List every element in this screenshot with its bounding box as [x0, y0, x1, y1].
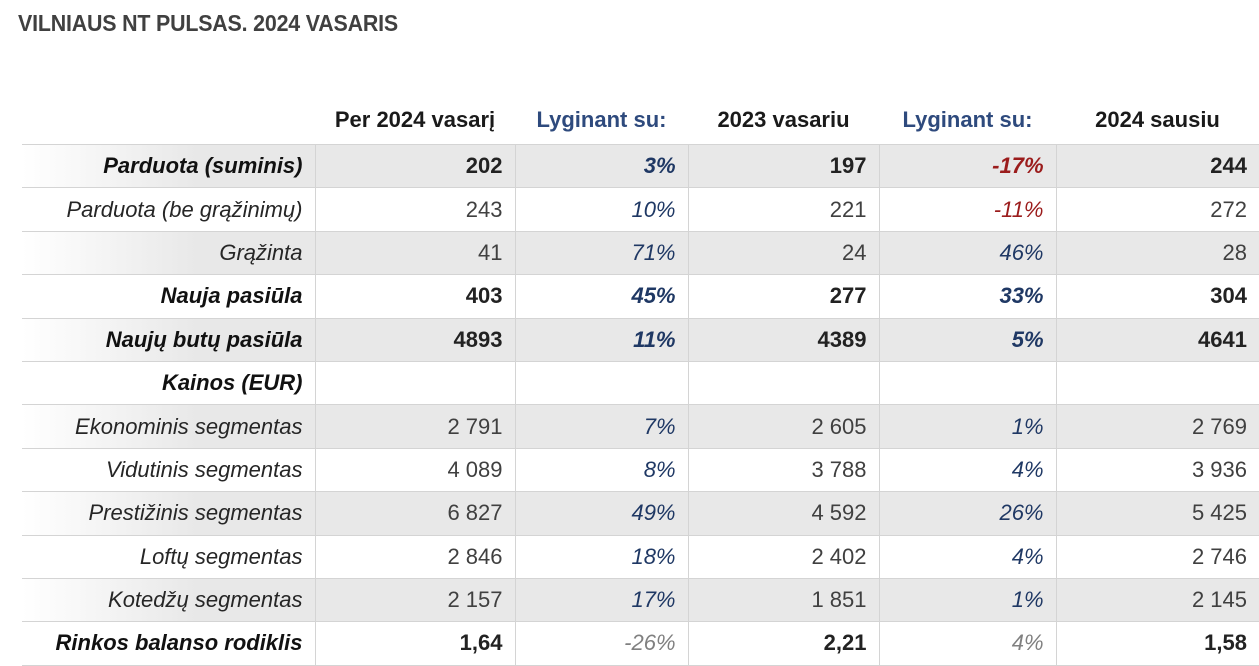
pct-vs-prev-month: 4%: [878, 534, 1056, 579]
value-current: 2 791: [314, 404, 515, 449]
pct-vs-prev-year: 7%: [514, 404, 688, 449]
pct-vs-prev-month: 4%: [878, 447, 1056, 492]
header-prev-month: 2024 sausiu: [1095, 107, 1220, 132]
table-header-row: Per 2024 vasarį Lyginant su: 2023 vasari…: [22, 96, 1259, 145]
section-label: Kainos (EUR): [22, 360, 315, 405]
pct-vs-prev-month: 1%: [878, 404, 1056, 449]
value-current: [314, 360, 515, 405]
pct-vs-prev-year: 18%: [514, 534, 688, 579]
row-label: Parduota (suminis): [22, 143, 315, 188]
value-prev-year: 1 851: [687, 577, 879, 622]
table-row: Loftų segmentas 2 846 18% 2 402 4% 2 746: [22, 534, 1259, 579]
value-prev-month: 272: [1055, 187, 1259, 232]
row-label: Ekonominis segmentas: [22, 404, 315, 449]
report-title: VILNIAUS NT PULSAS. 2024 VASARIS: [18, 10, 398, 36]
value-current: 202: [314, 143, 515, 188]
value-prev-month: 28: [1055, 230, 1259, 275]
value-prev-year: 2 605: [687, 404, 879, 449]
value-current: 4 089: [314, 447, 515, 492]
market-pulse-table: Per 2024 vasarį Lyginant su: 2023 vasari…: [22, 96, 1259, 666]
value-current: 2 846: [314, 534, 515, 579]
value-current: 4893: [314, 317, 515, 362]
table-row: Grąžinta 41 71% 24 46% 28: [22, 230, 1259, 275]
value-prev-month: 2 769: [1055, 404, 1259, 449]
pct-vs-prev-year: 10%: [514, 187, 688, 232]
header-prev-year: 2023 vasariu: [717, 107, 850, 132]
pct-vs-prev-month: [878, 360, 1056, 405]
value-prev-month: 2 145: [1055, 577, 1259, 622]
table-row: Naujų butų pasiūla 4893 11% 4389 5% 4641: [22, 317, 1259, 362]
pct-vs-prev-year: 45%: [514, 274, 688, 319]
value-prev-month: 4641: [1055, 317, 1259, 362]
pct-vs-prev-month: 4%: [878, 621, 1056, 666]
row-label: Loftų segmentas: [22, 534, 315, 579]
value-current: 403: [314, 274, 515, 319]
row-label: Grąžinta: [22, 230, 315, 275]
value-prev-year: 24: [687, 230, 879, 275]
pct-vs-prev-year: -26%: [514, 621, 688, 666]
pct-vs-prev-year: 8%: [514, 447, 688, 492]
row-label: Rinkos balanso rodiklis: [22, 621, 315, 666]
value-prev-month: [1055, 360, 1259, 405]
pct-vs-prev-month: 5%: [878, 317, 1056, 362]
table-row: Prestižinis segmentas 6 827 49% 4 592 26…: [22, 491, 1259, 536]
table-row: Parduota (be grąžinimų) 243 10% 221 -11%…: [22, 187, 1259, 232]
value-prev-month: 2 746: [1055, 534, 1259, 579]
table-row: Ekonominis segmentas 2 791 7% 2 605 1% 2…: [22, 404, 1259, 449]
pct-vs-prev-year: 71%: [514, 230, 688, 275]
row-label: Parduota (be grąžinimų): [22, 187, 315, 232]
row-label: Kotedžų segmentas: [22, 577, 315, 622]
table-row: Kotedžų segmentas 2 157 17% 1 851 1% 2 1…: [22, 577, 1259, 622]
pct-vs-prev-month: -17%: [878, 143, 1056, 188]
value-prev-year: 3 788: [687, 447, 879, 492]
pct-vs-prev-year: [514, 360, 688, 405]
pct-vs-prev-month: -11%: [878, 187, 1056, 232]
value-current: 2 157: [314, 577, 515, 622]
row-label: Naujų butų pasiūla: [22, 317, 315, 362]
value-current: 1,64: [314, 621, 515, 666]
value-prev-month: 1,58: [1055, 621, 1259, 666]
table-row: Vidutinis segmentas 4 089 8% 3 788 4% 3 …: [22, 447, 1259, 492]
pct-vs-prev-month: 46%: [878, 230, 1056, 275]
pct-vs-prev-year: 11%: [514, 317, 688, 362]
value-prev-year: 221: [687, 187, 879, 232]
row-label: Prestižinis segmentas: [22, 491, 315, 536]
value-prev-year: [687, 360, 879, 405]
row-label: Nauja pasiūla: [22, 274, 315, 319]
value-prev-year: 4389: [687, 317, 879, 362]
value-prev-year: 4 592: [687, 491, 879, 536]
value-current: 243: [314, 187, 515, 232]
pct-vs-prev-year: 17%: [514, 577, 688, 622]
value-prev-year: 2,21: [687, 621, 879, 666]
value-prev-year: 197: [687, 143, 879, 188]
pct-vs-prev-year: 3%: [514, 143, 688, 188]
header-current-period: Per 2024 vasarį: [334, 107, 496, 132]
value-prev-year: 2 402: [687, 534, 879, 579]
header-compare-1: Lyginant su:: [536, 107, 667, 132]
header-empty: [22, 96, 315, 145]
pct-vs-prev-month: 33%: [878, 274, 1056, 319]
value-current: 41: [314, 230, 515, 275]
table-row: Parduota (suminis) 202 3% 197 -17% 244: [22, 143, 1259, 188]
pct-vs-prev-year: 49%: [514, 491, 688, 536]
value-prev-month: 304: [1055, 274, 1259, 319]
value-prev-month: 3 936: [1055, 447, 1259, 492]
value-current: 6 827: [314, 491, 515, 536]
header-compare-2: Lyginant su:: [902, 107, 1033, 132]
pct-vs-prev-month: 26%: [878, 491, 1056, 536]
row-label: Vidutinis segmentas: [22, 447, 315, 492]
table-row-section: Kainos (EUR): [22, 360, 1259, 405]
value-prev-year: 277: [687, 274, 879, 319]
value-prev-month: 5 425: [1055, 491, 1259, 536]
value-prev-month: 244: [1055, 143, 1259, 188]
table-row: Rinkos balanso rodiklis 1,64 -26% 2,21 4…: [22, 621, 1259, 666]
table-row: Nauja pasiūla 403 45% 277 33% 304: [22, 274, 1259, 319]
pct-vs-prev-month: 1%: [878, 577, 1056, 622]
